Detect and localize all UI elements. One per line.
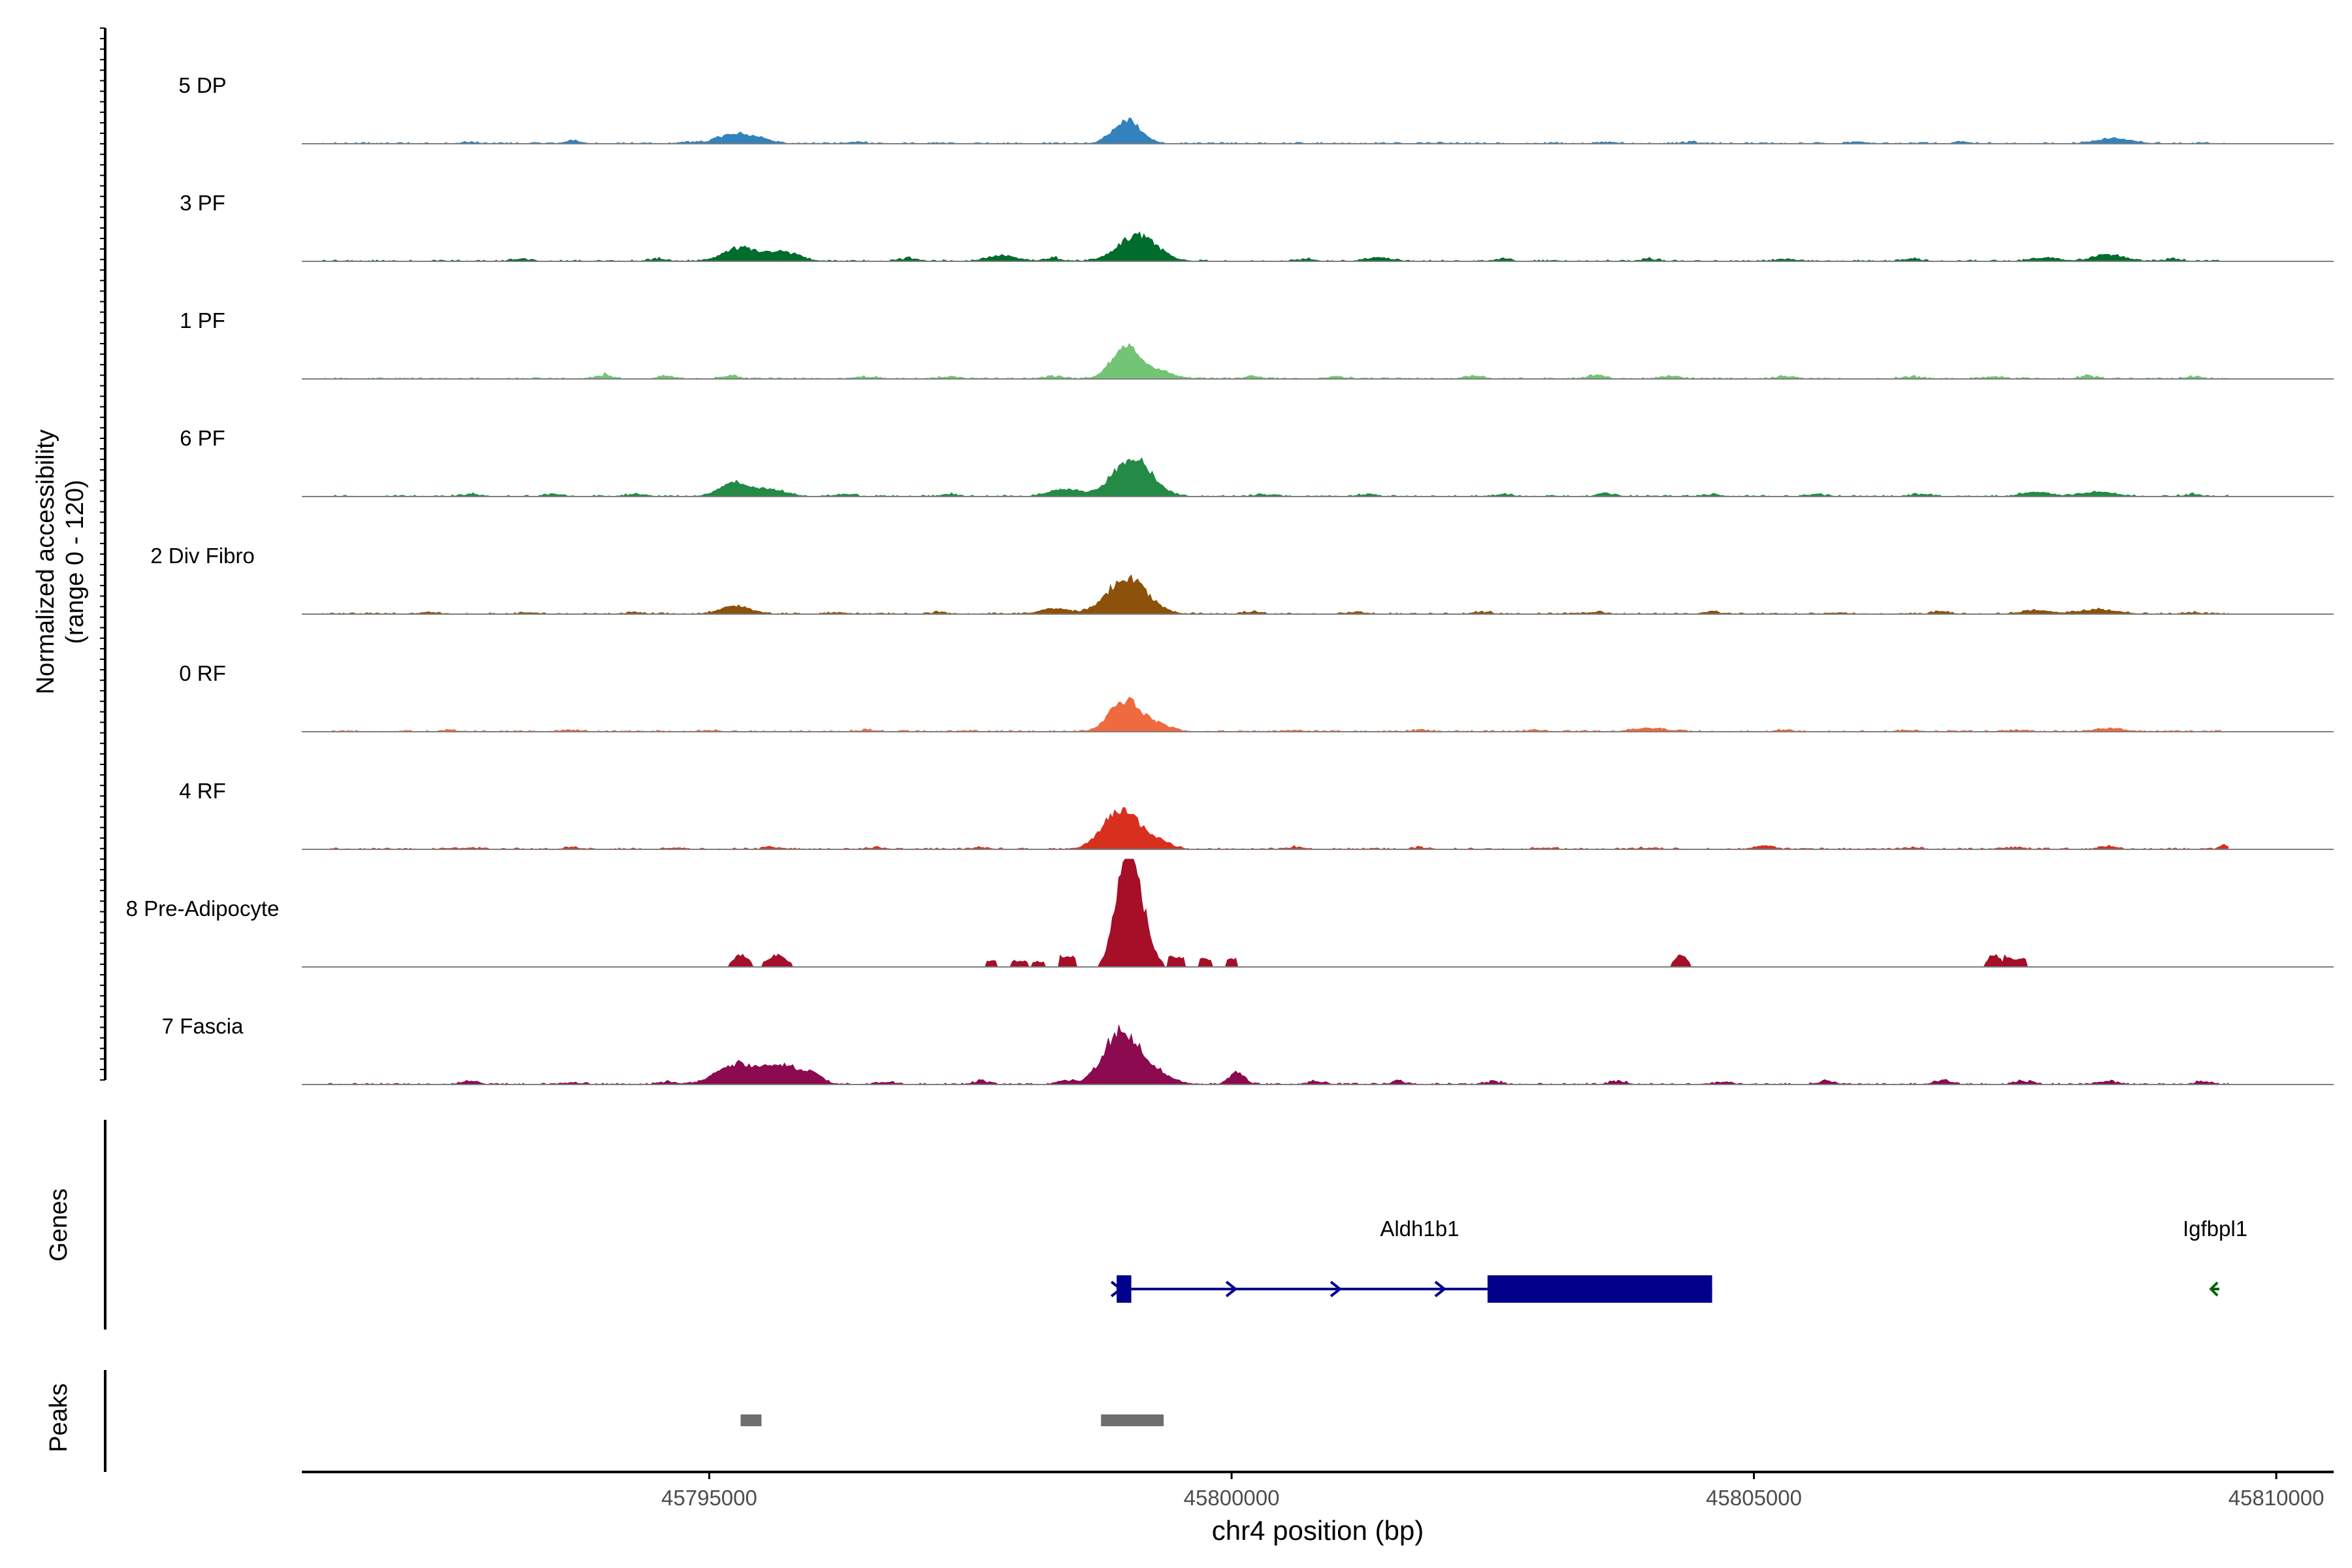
coverage-area — [323, 1024, 2229, 1085]
peak-region — [740, 1414, 762, 1426]
strand-arrow-icon — [1110, 1281, 1123, 1298]
gene-name: Aldh1b1 — [1380, 1217, 1459, 1241]
gene-igfbpl1: Igfbpl1 — [2183, 1217, 2247, 1297]
gene-exon — [1487, 1275, 1712, 1303]
strand-arrow-icon — [1330, 1281, 1343, 1298]
track-3-pf: 3 PF — [180, 191, 2334, 262]
coverage-area — [322, 117, 2229, 144]
track-5-dp: 5 DP — [178, 73, 2334, 144]
track-8-pre-adipocyte: 8 Pre-Adipocyte — [126, 858, 2334, 968]
x-axis-tick-label: 45800000 — [1184, 1486, 1280, 1510]
x-axis-tick-label: 45810000 — [2229, 1486, 2325, 1510]
coverage-area — [322, 574, 2229, 615]
coverage-area — [322, 457, 2229, 497]
coverage-area — [322, 807, 2229, 850]
track-6-pf: 6 PF — [180, 426, 2334, 497]
track-7-fascia: 7 Fascia — [162, 1014, 2334, 1085]
coverage-area — [322, 231, 2229, 262]
track-1-pf: 1 PF — [180, 308, 2334, 380]
track-label: 0 RF — [179, 661, 226, 685]
track-label: 8 Pre-Adipocyte — [126, 896, 280, 921]
track-label: 1 PF — [180, 308, 225, 333]
x-axis-tick-label: 45805000 — [1706, 1486, 1802, 1510]
y-axis-label: Normalized accessibility — [32, 429, 59, 694]
genes-track: Aldh1b1 Igfbpl1 — [104, 1120, 2247, 1330]
track-0-rf: 0 RF — [179, 661, 2334, 732]
x-axis-label: chr4 position (bp) — [1212, 1515, 1424, 1546]
track-label: 2 Div Fibro — [150, 544, 255, 568]
strand-arrow-icon — [1225, 1281, 1238, 1298]
strand-arrow-icon — [2209, 1281, 2219, 1297]
x-axis: 45795000 45800000 45805000 45810000 — [302, 1471, 2334, 1510]
track-label: 4 RF — [179, 779, 226, 803]
strand-arrow-icon — [1434, 1281, 1447, 1298]
peaks-track — [104, 1370, 1164, 1472]
gene-exon — [1117, 1275, 1132, 1303]
genes-track-label: Genes — [45, 1188, 73, 1262]
peak-region — [1101, 1414, 1164, 1426]
track-2-div-fibro: 2 Div Fibro — [150, 544, 2334, 615]
x-axis-tick-label: 45795000 — [661, 1486, 757, 1510]
y-axis-range-label: (range 0 - 120) — [61, 480, 89, 644]
gene-name: Igfbpl1 — [2183, 1217, 2247, 1241]
track-label: 7 Fascia — [162, 1014, 244, 1038]
peaks-track-label: Peaks — [45, 1383, 73, 1452]
y-axis — [100, 27, 106, 1081]
track-label: 5 DP — [178, 73, 226, 97]
coverage-area — [323, 696, 2229, 732]
coverage-area — [322, 342, 2229, 380]
gene-aldh1b1: Aldh1b1 — [1110, 1217, 1712, 1303]
track-4-rf: 4 RF — [179, 779, 2334, 850]
track-label: 3 PF — [180, 191, 225, 215]
coverage-area — [323, 858, 2229, 968]
coverage-tracks: 5 DP 3 PF 1 PF 6 PF 2 Div Fibro 0 RF 4 RF 8 Pre… — [126, 73, 2334, 1085]
track-label: 6 PF — [180, 426, 225, 450]
